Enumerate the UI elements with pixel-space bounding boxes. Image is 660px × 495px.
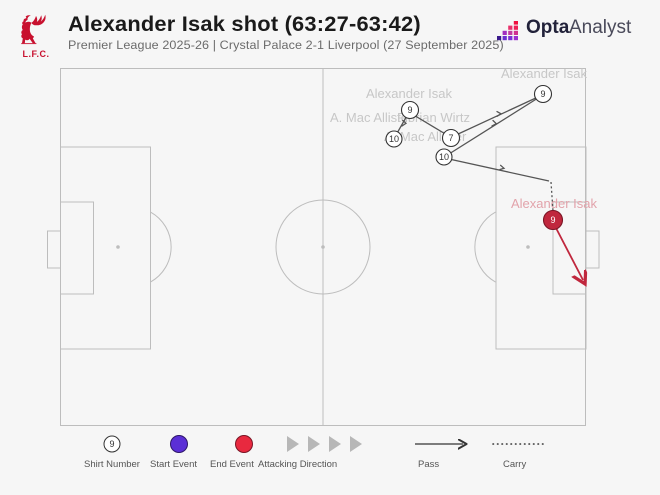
svg-text:9: 9 <box>109 439 114 449</box>
